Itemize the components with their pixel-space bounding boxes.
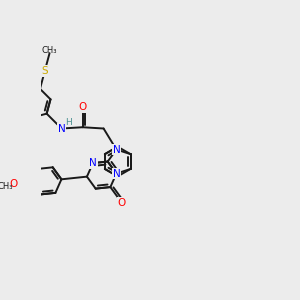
- Text: N: N: [112, 169, 120, 178]
- Text: O: O: [118, 198, 126, 208]
- Text: N: N: [58, 124, 65, 134]
- Text: O: O: [9, 179, 18, 189]
- Text: O: O: [78, 102, 87, 112]
- Text: N: N: [89, 158, 97, 168]
- Text: CH₃: CH₃: [42, 46, 57, 55]
- Text: S: S: [41, 66, 48, 76]
- Text: N: N: [112, 145, 120, 154]
- Text: H: H: [65, 118, 72, 127]
- Text: CH₃: CH₃: [0, 182, 13, 191]
